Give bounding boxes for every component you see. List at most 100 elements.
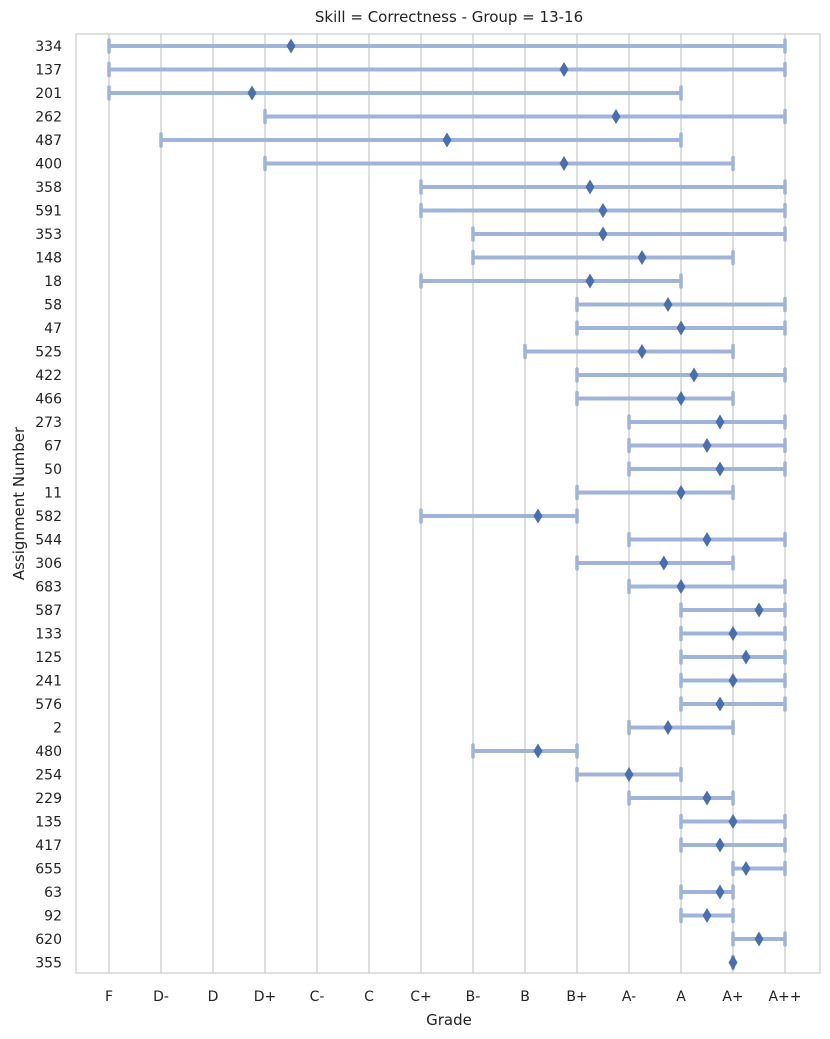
- y-tick-label: 466: [35, 392, 62, 408]
- mean-marker: [559, 156, 569, 171]
- mean-marker: [559, 62, 569, 77]
- y-tick-label: 254: [35, 768, 62, 784]
- data-row: [263, 155, 735, 172]
- y-tick-label: 135: [35, 815, 62, 831]
- mean-marker: [702, 908, 712, 923]
- mean-marker: [728, 814, 738, 829]
- data-row: [679, 837, 787, 853]
- x-tick-label: A+: [722, 989, 743, 1005]
- data-row: [575, 296, 787, 313]
- y-tick-label: 353: [35, 227, 62, 243]
- data-row: [471, 226, 787, 242]
- mean-marker: [676, 320, 686, 336]
- data-row: [731, 931, 787, 947]
- data-row: [627, 578, 787, 595]
- y-tick-label: 400: [35, 157, 62, 173]
- y-tick-label: 417: [35, 838, 62, 854]
- y-tick-label: 620: [35, 932, 62, 948]
- y-tick-label: 125: [35, 650, 62, 666]
- mean-marker: [286, 38, 296, 54]
- mean-marker: [637, 250, 647, 265]
- data-row: [107, 61, 787, 78]
- y-tick-label: 63: [44, 885, 62, 901]
- data-row: [419, 508, 579, 524]
- mean-marker: [715, 696, 725, 712]
- y-tick-label: 358: [35, 180, 62, 196]
- data-row: [679, 672, 787, 689]
- x-tick-label: B+: [566, 989, 587, 1005]
- mean-marker: [598, 226, 608, 242]
- data-row: [627, 414, 787, 430]
- mean-marker: [741, 861, 751, 876]
- data-row: [728, 954, 738, 971]
- mean-marker: [715, 461, 725, 477]
- x-tick-label: A: [676, 989, 686, 1005]
- mean-marker: [624, 767, 634, 782]
- x-tick-label: D+: [254, 989, 277, 1005]
- data-row: [523, 343, 735, 360]
- mean-marker: [715, 884, 725, 900]
- y-tick-label: 92: [44, 909, 62, 925]
- y-tick-label: 201: [35, 86, 62, 102]
- data-row: [731, 860, 787, 877]
- x-tick-label: C+: [410, 989, 432, 1005]
- y-tick-label: 544: [35, 533, 62, 549]
- mean-marker: [659, 555, 669, 571]
- data-row: [627, 461, 787, 477]
- grid-layer: [108, 34, 786, 973]
- data-row: [679, 907, 735, 924]
- data-row: [107, 38, 787, 54]
- y-tick-label: 2: [53, 721, 62, 737]
- y-tick-label: 137: [35, 63, 62, 79]
- y-tick-label: 576: [35, 697, 62, 713]
- data-row: [575, 320, 787, 336]
- x-tick-label: F: [105, 989, 113, 1005]
- y-tick-label: 262: [35, 110, 62, 126]
- y-tick-label: 591: [35, 204, 62, 220]
- mean-marker: [754, 931, 764, 947]
- mean-marker: [533, 743, 543, 759]
- data-row: [471, 743, 579, 759]
- x-tick-label: C-: [310, 989, 325, 1005]
- mean-marker: [598, 203, 608, 218]
- y-tick-label: 241: [35, 674, 62, 690]
- data-row: [107, 85, 683, 101]
- x-tick-label: B-: [466, 989, 481, 1005]
- y-tick-label: 50: [44, 462, 62, 478]
- mean-marker: [741, 649, 751, 665]
- data-row: [575, 555, 735, 571]
- data-row: [419, 273, 683, 289]
- data-row: [679, 625, 787, 642]
- data-row: [575, 390, 735, 407]
- chart-title: Skill = Correctness - Group = 13-16: [315, 8, 583, 26]
- data-row: [263, 108, 787, 125]
- mean-marker: [728, 955, 738, 970]
- data-row: [471, 249, 735, 266]
- y-tick-label: 655: [35, 862, 62, 878]
- y-tick-label: 587: [35, 603, 62, 619]
- mean-marker: [637, 344, 647, 359]
- mean-marker: [611, 109, 621, 124]
- y-tick-label: 355: [35, 956, 62, 972]
- mean-marker: [663, 297, 673, 312]
- mean-marker: [533, 508, 543, 524]
- y-tick-label: 18: [44, 274, 62, 290]
- y-tick-label: 480: [35, 744, 62, 760]
- mean-marker: [585, 273, 595, 289]
- data-row: [627, 790, 735, 806]
- x-tick-labels: F D- D D+ C- C C+ B- B B+ A- A A+ A++: [105, 989, 802, 1005]
- y-tick-label: 487: [35, 133, 62, 149]
- x-tick-label: A-: [622, 989, 636, 1005]
- plot-frame: [75, 33, 821, 974]
- x-tick-label: B: [520, 989, 530, 1005]
- mean-marker: [676, 485, 686, 500]
- x-tick-label: C: [364, 989, 374, 1005]
- y-tick-label: 582: [35, 509, 62, 525]
- x-tick-label: A++: [768, 989, 801, 1005]
- data-row: [575, 484, 735, 501]
- data-row: [575, 367, 787, 383]
- y-tick-label: 306: [35, 556, 62, 572]
- mean-marker: [442, 132, 452, 148]
- x-axis-title: Grade: [426, 1011, 472, 1029]
